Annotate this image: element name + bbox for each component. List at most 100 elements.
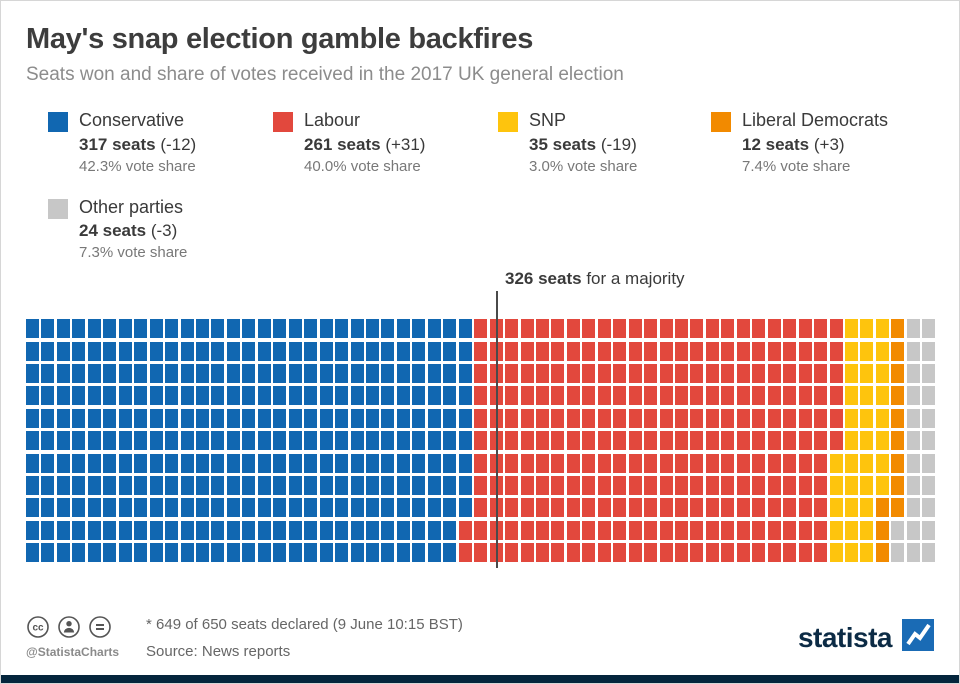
seat-square — [26, 543, 39, 563]
seat-square — [257, 408, 271, 428]
seat-square — [566, 319, 580, 339]
seat-square — [211, 341, 225, 361]
waffle-column — [103, 319, 117, 563]
seat-square — [134, 475, 148, 495]
seat-square — [103, 475, 117, 495]
seat-square — [705, 386, 719, 406]
seat-square — [226, 453, 240, 473]
seat-square — [845, 543, 859, 563]
legend-vote-share: 40.0% vote share — [304, 157, 421, 175]
seat-square — [535, 475, 549, 495]
seat-square — [134, 453, 148, 473]
seat-square — [288, 319, 302, 339]
seat-square — [412, 341, 426, 361]
seat-square — [335, 543, 349, 563]
seat-square — [551, 431, 565, 451]
seat-square — [860, 498, 874, 518]
seat-square — [443, 341, 457, 361]
waffle-column — [860, 319, 874, 563]
seat-square — [242, 319, 256, 339]
waffle-column — [165, 319, 179, 563]
seat-square — [767, 341, 781, 361]
seat-square — [767, 386, 781, 406]
seat-square — [226, 431, 240, 451]
seat-square — [195, 408, 209, 428]
page-subtitle: Seats won and share of votes received in… — [26, 64, 624, 85]
seat-square — [149, 363, 163, 383]
seat-square — [396, 431, 410, 451]
seat-square — [535, 543, 549, 563]
seat-square — [597, 453, 611, 473]
seat-square — [288, 498, 302, 518]
seat-square — [860, 453, 874, 473]
seat-square — [505, 341, 519, 361]
seat-square — [195, 386, 209, 406]
seat-square — [412, 498, 426, 518]
waffle-column — [87, 319, 101, 563]
legend-seats: 261 seats (+31) — [304, 134, 426, 154]
seat-square — [705, 431, 719, 451]
seat-square — [458, 453, 472, 473]
seat-square — [273, 498, 287, 518]
seat-square — [26, 498, 39, 518]
seat-square — [783, 386, 797, 406]
seat-square — [628, 543, 642, 563]
seat-square — [906, 520, 920, 540]
seat-square — [226, 319, 240, 339]
seat-square — [41, 431, 55, 451]
seat-square — [319, 386, 333, 406]
seat-square — [335, 386, 349, 406]
seat-square — [891, 520, 905, 540]
seat-square — [566, 475, 580, 495]
seat-square — [396, 543, 410, 563]
seat-square — [242, 341, 256, 361]
seat-square — [273, 341, 287, 361]
seat-square — [566, 498, 580, 518]
seat-square — [41, 520, 55, 540]
waffle-column — [149, 319, 163, 563]
seat-square — [443, 498, 457, 518]
seat-square — [72, 543, 86, 563]
seat-square — [582, 543, 596, 563]
seat-square — [798, 363, 812, 383]
seat-square — [505, 453, 519, 473]
seat-square — [505, 431, 519, 451]
seat-square — [860, 363, 874, 383]
seat-square — [628, 431, 642, 451]
seat-square — [891, 386, 905, 406]
seat-square — [381, 408, 395, 428]
seat-square — [242, 408, 256, 428]
seat-square — [273, 453, 287, 473]
seat-square — [87, 453, 101, 473]
seat-square — [149, 386, 163, 406]
seat-square — [906, 475, 920, 495]
waffle-column — [72, 319, 86, 563]
seat-square — [257, 319, 271, 339]
seat-square — [118, 386, 132, 406]
labour-swatch — [273, 112, 293, 132]
seat-square — [412, 363, 426, 383]
seat-square — [427, 363, 441, 383]
seat-square — [520, 341, 534, 361]
seat-square — [195, 363, 209, 383]
seat-square — [458, 498, 472, 518]
seat-square — [736, 363, 750, 383]
seat-square — [87, 543, 101, 563]
seat-square — [814, 341, 828, 361]
seat-square — [396, 363, 410, 383]
seat-square — [211, 363, 225, 383]
seat-square — [180, 453, 194, 473]
seat-square — [752, 431, 766, 451]
seat-square — [566, 341, 580, 361]
seat-square — [535, 386, 549, 406]
seat-square — [690, 386, 704, 406]
seat-square — [675, 363, 689, 383]
seat-square — [736, 408, 750, 428]
seat-waffle-chart: 326 seats for a majority — [26, 269, 936, 569]
seat-square — [103, 408, 117, 428]
seat-square — [165, 498, 179, 518]
seat-square — [165, 341, 179, 361]
seat-square — [134, 498, 148, 518]
seat-square — [721, 363, 735, 383]
seat-square — [103, 319, 117, 339]
